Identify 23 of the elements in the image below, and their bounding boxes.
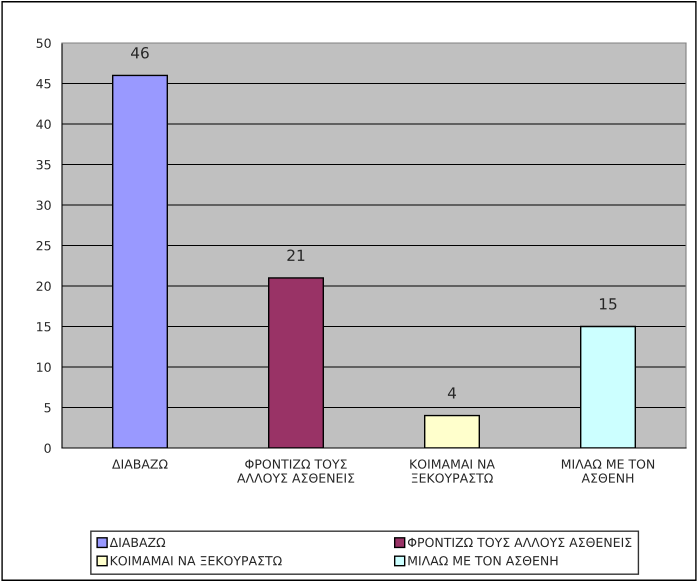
y-tick-label: 40 [36, 119, 51, 129]
data-label: 4 [448, 387, 456, 399]
y-tick-label: 15 [37, 322, 50, 332]
y-tick-label: 35 [36, 160, 50, 170]
x-tick-label: ΚΟΙΜΑΜΑΙ ΝΑ ΞΕΚΟΥΡΑΣΤΩ [410, 459, 495, 483]
y-tick-label: 5 [44, 403, 50, 412]
x-tick-label: ΦΡΟΝΤΙΖΩ ΤΟΥΣ ΑΛΛΟΥΣ ΑΣΘΕΝΕΙΣ [237, 459, 354, 483]
y-tick-label: 50 [36, 38, 51, 48]
y-tick-label: 0 [44, 443, 51, 453]
y-tick-label: 20 [36, 281, 51, 291]
y-tick-label: 10 [37, 362, 51, 372]
y-tick-label: 25 [36, 240, 50, 250]
y-tick-label: 30 [36, 200, 51, 210]
x-tick-label: ΜΙΛΑΩ ΜΕ ΤΟΝ ΑΣΘΕΝΗ [562, 459, 654, 483]
legend-label: ΔΙΑΒΑΖΩ [110, 538, 166, 547]
x-tick-label: ΔΙΑΒΑΖΩ [112, 459, 168, 469]
legend-label: ΜΙΛΑΩ ΜΕ ΤΟΝ ΑΣΘΕΝΗ [408, 556, 558, 566]
y-tick-label: 45 [36, 79, 50, 88]
data-label: 21 [287, 249, 304, 261]
data-label: 46 [131, 46, 149, 59]
data-label: 15 [600, 298, 616, 310]
legend-label: ΚΟΙΜΑΜΑΙ ΝΑ ΞΕΚΟΥΡΑΣΤΩ [110, 556, 282, 566]
legend-label: ΦΡΟΝΤΙΖΩ ΤΟΥΣ ΑΛΛΟΥΣ ΑΣΘΕΝΕΙΣ [408, 538, 632, 548]
